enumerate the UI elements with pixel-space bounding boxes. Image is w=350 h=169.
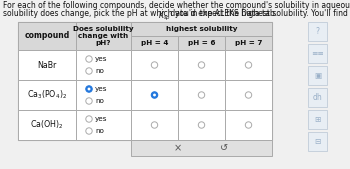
Text: yes: yes (95, 116, 107, 122)
Text: no: no (95, 68, 104, 74)
Text: yes: yes (95, 86, 107, 92)
Text: NaBr: NaBr (37, 61, 57, 69)
Bar (131, 110, 178, 140)
Circle shape (245, 92, 252, 98)
Bar (76, 22, 131, 50)
Text: pH = 4: pH = 4 (141, 40, 168, 46)
Bar (18, 22, 76, 50)
Bar (308, 132, 327, 151)
Bar (178, 80, 225, 110)
Circle shape (86, 116, 92, 122)
Text: Ca(OH)$_2$: Ca(OH)$_2$ (30, 119, 64, 131)
Text: data in the ALEKS Data tab.: data in the ALEKS Data tab. (168, 9, 277, 18)
Text: Does solubility
change with
pH?: Does solubility change with pH? (73, 26, 134, 46)
Circle shape (198, 62, 205, 68)
Circle shape (151, 62, 158, 68)
Text: Ca$_3$(PO$_4$)$_2$: Ca$_3$(PO$_4$)$_2$ (27, 89, 67, 101)
Circle shape (245, 62, 252, 68)
Text: no: no (95, 128, 104, 134)
Text: dh: dh (313, 93, 322, 102)
Bar (131, 80, 178, 110)
Bar (308, 44, 327, 63)
Text: pH = 6: pH = 6 (188, 40, 215, 46)
Text: pH = 7: pH = 7 (235, 40, 262, 46)
Bar (76, 80, 131, 110)
Bar (308, 110, 327, 129)
Text: For each of the following compounds, decide whether the compound's solubility in: For each of the following compounds, dec… (3, 2, 350, 10)
Bar (18, 50, 76, 80)
Bar (131, 22, 272, 36)
Text: no: no (95, 98, 104, 104)
Bar (76, 110, 131, 140)
Bar (18, 22, 272, 140)
Circle shape (198, 122, 205, 128)
Circle shape (86, 68, 92, 74)
Text: ▣: ▣ (314, 71, 321, 80)
Bar (225, 50, 272, 80)
Bar (131, 140, 272, 156)
Bar (308, 66, 327, 85)
Text: highest solubility: highest solubility (166, 26, 237, 32)
Circle shape (198, 92, 205, 98)
Text: $K_{sp}$: $K_{sp}$ (158, 9, 171, 23)
Text: solubility does change, pick the pH at which you'd expect the highest solubility: solubility does change, pick the pH at w… (3, 9, 350, 18)
Text: ⊟: ⊟ (314, 137, 321, 146)
Bar (178, 50, 225, 80)
Circle shape (151, 122, 158, 128)
Text: ?: ? (315, 27, 320, 36)
Bar (178, 36, 225, 50)
Bar (225, 36, 272, 50)
Bar (131, 50, 178, 80)
Circle shape (153, 94, 156, 96)
Text: yes: yes (95, 56, 107, 62)
Text: ≡≡: ≡≡ (311, 49, 324, 58)
Bar (18, 80, 76, 110)
Text: ↺: ↺ (220, 143, 228, 153)
Circle shape (86, 128, 92, 134)
Bar (76, 50, 131, 80)
Bar (18, 110, 76, 140)
Text: compound: compound (25, 31, 70, 41)
Bar (308, 22, 327, 41)
Circle shape (151, 92, 158, 98)
Bar (131, 36, 178, 50)
Bar (225, 80, 272, 110)
Circle shape (245, 122, 252, 128)
Circle shape (86, 86, 92, 92)
Bar (308, 88, 327, 107)
Text: ×: × (174, 143, 182, 153)
Text: ⊞: ⊞ (314, 115, 321, 124)
Bar (178, 110, 225, 140)
Circle shape (86, 98, 92, 104)
Circle shape (86, 56, 92, 62)
Bar (225, 110, 272, 140)
Circle shape (88, 88, 90, 90)
